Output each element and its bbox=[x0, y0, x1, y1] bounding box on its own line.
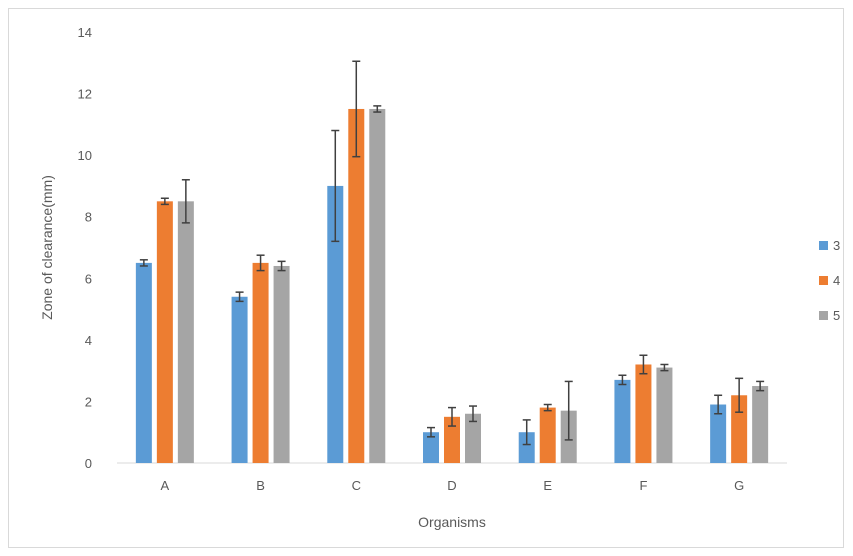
bar-E-series-3 bbox=[518, 432, 535, 463]
legend-label-5: 5 bbox=[833, 308, 840, 323]
legend: 3 4 5 bbox=[819, 238, 840, 323]
y-tick-label: 10 bbox=[78, 148, 92, 163]
error-bar-D-series-3 bbox=[427, 426, 435, 438]
error-bar-B-series-5 bbox=[277, 260, 286, 272]
y-tick-label: 2 bbox=[85, 394, 92, 409]
error-bar-C-series-4 bbox=[352, 60, 361, 158]
x-tick-label: G bbox=[734, 478, 744, 493]
error-bar-D-series-5 bbox=[469, 405, 477, 423]
bar-D-series-4 bbox=[444, 416, 460, 463]
error-bar-E-series-5 bbox=[564, 380, 573, 441]
y-tick-label: 12 bbox=[78, 87, 92, 102]
error-bar-C-series-5 bbox=[373, 105, 382, 113]
bar-C-series-3 bbox=[327, 185, 344, 463]
error-bars bbox=[139, 60, 765, 446]
x-tick-label: F bbox=[639, 478, 647, 493]
bar-A-series-5 bbox=[177, 201, 194, 464]
x-tick-label: A bbox=[161, 478, 170, 493]
bar-C-series-5 bbox=[369, 108, 386, 463]
bar-D-series-5 bbox=[465, 413, 481, 463]
x-tick-label: E bbox=[543, 478, 552, 493]
bar-B-series-5 bbox=[273, 265, 290, 463]
error-bar-G-series-3 bbox=[714, 394, 723, 415]
error-bar-B-series-3 bbox=[235, 291, 244, 303]
y-tick-label: 4 bbox=[85, 333, 92, 348]
x-tick-label: C bbox=[352, 478, 361, 493]
error-bar-E-series-3 bbox=[522, 419, 531, 446]
y-tick-label: 6 bbox=[85, 271, 92, 286]
chart-frame: 0 2 4 6 8 10 12 14 A B C D E F G Zone of clearance(mm… bbox=[8, 8, 844, 548]
y-axis-title: Zone of clearance(mm) bbox=[39, 175, 55, 320]
bars bbox=[135, 108, 769, 464]
error-bar-F-series-4 bbox=[639, 354, 648, 375]
error-bar-G-series-4 bbox=[735, 377, 744, 413]
bar-D-series-3 bbox=[423, 432, 439, 463]
bar-G-series-3 bbox=[710, 404, 727, 463]
error-bar-A-series-5 bbox=[181, 179, 190, 224]
legend-label-4: 4 bbox=[833, 273, 840, 288]
bar-E-series-4 bbox=[539, 407, 556, 463]
legend-swatch-3 bbox=[819, 241, 828, 250]
x-axis-title: Organisms bbox=[418, 514, 486, 530]
bar-A-series-4 bbox=[156, 201, 173, 464]
bar-C-series-4 bbox=[348, 108, 365, 463]
error-bar-F-series-3 bbox=[618, 374, 627, 386]
y-tick-label: 14 bbox=[78, 25, 92, 40]
error-bar-D-series-4 bbox=[448, 406, 456, 427]
bar-A-series-3 bbox=[135, 262, 152, 463]
error-bar-C-series-3 bbox=[331, 129, 340, 243]
y-axis-ticks: 0 2 4 6 8 10 12 14 bbox=[78, 25, 92, 471]
bar-F-series-4 bbox=[635, 364, 652, 463]
legend-label-3: 3 bbox=[833, 238, 840, 253]
y-tick-label: 0 bbox=[85, 456, 92, 471]
bar-B-series-3 bbox=[231, 296, 248, 463]
legend-swatch-4 bbox=[819, 276, 828, 285]
bar-B-series-4 bbox=[252, 262, 269, 463]
bar-G-series-5 bbox=[752, 386, 769, 463]
x-tick-label: D bbox=[447, 478, 456, 493]
error-bar-A-series-4 bbox=[160, 197, 169, 206]
x-axis-ticks: A B C D E F G bbox=[161, 478, 745, 493]
error-bar-G-series-5 bbox=[756, 380, 765, 392]
error-bar-B-series-4 bbox=[256, 254, 265, 272]
bar-chart: 0 2 4 6 8 10 12 14 A B C D E F G Zone of clearance(mm… bbox=[39, 25, 840, 530]
y-tick-label: 8 bbox=[85, 210, 92, 225]
x-tick-label: B bbox=[256, 478, 265, 493]
bar-F-series-3 bbox=[614, 379, 631, 463]
legend-swatch-5 bbox=[819, 311, 828, 320]
error-bar-F-series-5 bbox=[660, 363, 669, 372]
error-bar-E-series-4 bbox=[543, 403, 552, 412]
bar-F-series-5 bbox=[656, 367, 673, 463]
error-bar-A-series-3 bbox=[139, 259, 148, 267]
